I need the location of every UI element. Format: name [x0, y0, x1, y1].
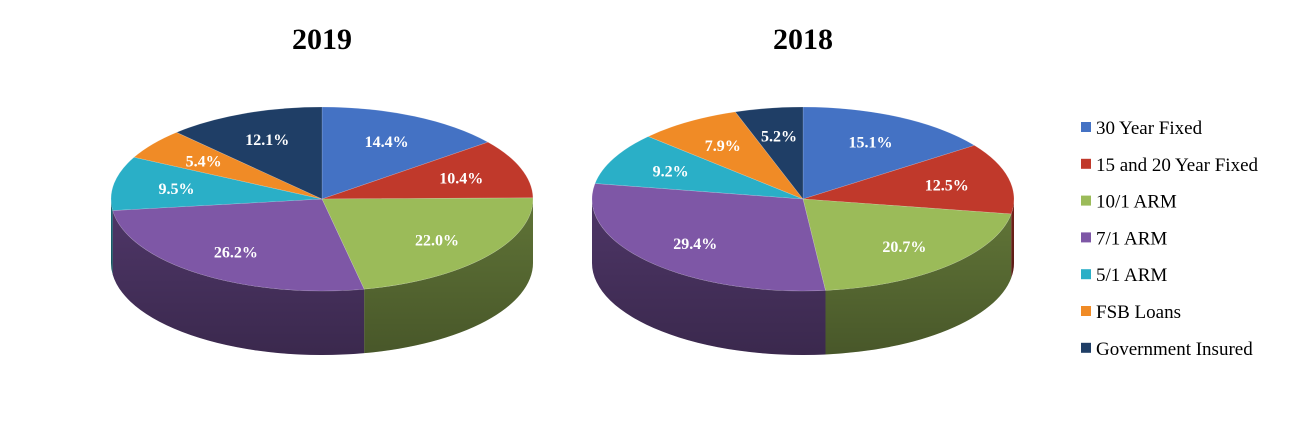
pie-2018-slice-30-year-fixed: [802, 106, 976, 200]
legend-item-7-1-arm: 7/1 ARM: [1081, 228, 1167, 249]
pie-2019-labels: 14.4% 10.4% 22.0% 26.2% 9.5% 5.4% 12.1%: [159, 132, 484, 261]
pie-2019-top: [110, 106, 534, 292]
pie-2018-top: [591, 106, 1015, 292]
pie-2019-side: [111, 199, 533, 355]
legend-label-30-year-fixed: 30 Year Fixed: [1096, 118, 1203, 139]
legend-swatch-5-1-arm: [1081, 269, 1091, 280]
pie-2018-label-5-1-arm: 9.2%: [653, 164, 689, 181]
chart-title-2018: 2018: [773, 23, 833, 56]
pie-2018-slice-5-1-arm: [594, 136, 804, 200]
pie-2018-slice-government-insured: [734, 106, 804, 200]
pie-2019-side-shade: [364, 199, 533, 354]
legend-label-5-1-arm: 5/1 ARM: [1096, 265, 1167, 286]
legend-label-7-1-arm: 7/1 ARM: [1096, 228, 1167, 249]
pie-2019-slice-fsb-loans: [133, 132, 323, 200]
legend-label-15-and-20-year-fixed: 15 and 20 Year Fixed: [1096, 155, 1259, 176]
pie-2018-label-fsb-loans: 7.9%: [705, 138, 741, 155]
pie-2018-slice-10-1-arm: [802, 198, 1012, 291]
pie-2019-label-government-insured: 12.1%: [245, 132, 289, 149]
pie-2018-side-shade: [592, 199, 826, 355]
pie-2018-label-government-insured: 5.2%: [761, 129, 797, 146]
pie-2019-side-shade: [112, 210, 365, 355]
pie-2018-label-10-1-arm: 20.7%: [882, 239, 926, 256]
pie-2018-slice-fsb-loans: [647, 111, 804, 200]
pie-2019-slice-5-1-arm: [110, 156, 323, 211]
pie-2019-label-5-1-arm: 9.5%: [159, 181, 195, 198]
pie-2018-slice-15-and-20-year-fixed: [802, 145, 1015, 215]
pie-2018-side: [592, 199, 1014, 355]
legend-swatch-15-and-20-year-fixed: [1081, 158, 1091, 169]
pie-2018-label-15-and-20-year-fixed: 12.5%: [925, 177, 969, 194]
legend-swatch-fsb-loans: [1081, 306, 1091, 316]
legend-item-15-and-20-year-fixed: 15 and 20 Year Fixed: [1081, 155, 1259, 176]
legend-label-government-insured: Government Insured: [1096, 339, 1253, 360]
legend-item-10-1-arm: 10/1 ARM: [1081, 192, 1177, 213]
legend-item-government-insured: Government Insured: [1081, 339, 1253, 360]
pie-chart-2019: 2019 14.4% 10.4% 22.0% 26.2% 9.5% 5.4% 12.1%: [110, 23, 534, 355]
pie-2019-side-shade: [111, 199, 113, 275]
pie-2019-label-7-1-arm: 26.2%: [214, 244, 258, 261]
legend-swatch-7-1-arm: [1081, 232, 1091, 243]
legend: 30 Year Fixed 15 and 20 Year Fixed 10/1 AR…: [1081, 118, 1259, 360]
pie-2019-slice-30-year-fixed: [321, 106, 489, 200]
pie-2019-slice-10-1-arm: [321, 197, 534, 290]
pie-2019-slice-government-insured: [175, 106, 323, 200]
legend-item-fsb-loans: FSB Loans: [1081, 302, 1181, 323]
legend-item-5-1-arm: 5/1 ARM: [1081, 265, 1167, 286]
pie-2019-label-30-year-fixed: 14.4%: [365, 134, 409, 151]
legend-swatch-30-year-fixed: [1081, 122, 1091, 132]
pie-2018-labels: 15.1% 12.5% 20.7% 29.4% 9.2% 7.9% 5.2%: [653, 129, 969, 256]
legend-item-30-year-fixed: 30 Year Fixed: [1081, 118, 1203, 139]
pie-2018-slice-7-1-arm: [591, 183, 826, 292]
pie-2019-label-15-and-20-year-fixed: 10.4%: [439, 171, 483, 188]
pie-2019-label-fsb-loans: 5.4%: [186, 154, 222, 171]
pie-2018-label-30-year-fixed: 15.1%: [849, 135, 893, 152]
chart-title-2019: 2019: [292, 23, 352, 56]
legend-label-10-1-arm: 10/1 ARM: [1096, 192, 1177, 213]
pie-2018-label-7-1-arm: 29.4%: [673, 236, 717, 253]
pie-chart-2018: 2018 15.1% 12.5% 20.7% 29.4% 9.2% 7.9% 5.2%: [591, 23, 1015, 355]
pie-2019-label-10-1-arm: 22.0%: [415, 232, 459, 249]
pie-2019-slice-15-and-20-year-fixed: [321, 141, 534, 200]
pie-2018-side-shade: [1011, 199, 1014, 278]
legend-swatch-10-1-arm: [1081, 195, 1091, 206]
pie-2018-side-shade: [825, 213, 1012, 355]
pie-2019-slices: 14.4% 10.4% 22.0% 26.2% 9.5% 5.4% 12.1%: [110, 106, 534, 355]
pie-2018-slices: 15.1% 12.5% 20.7% 29.4% 9.2% 7.9% 5.2%: [591, 106, 1015, 355]
legend-label-fsb-loans: FSB Loans: [1096, 302, 1181, 323]
pie-2019-slice-7-1-arm: [112, 198, 365, 292]
legend-swatch-government-insured: [1081, 342, 1091, 353]
